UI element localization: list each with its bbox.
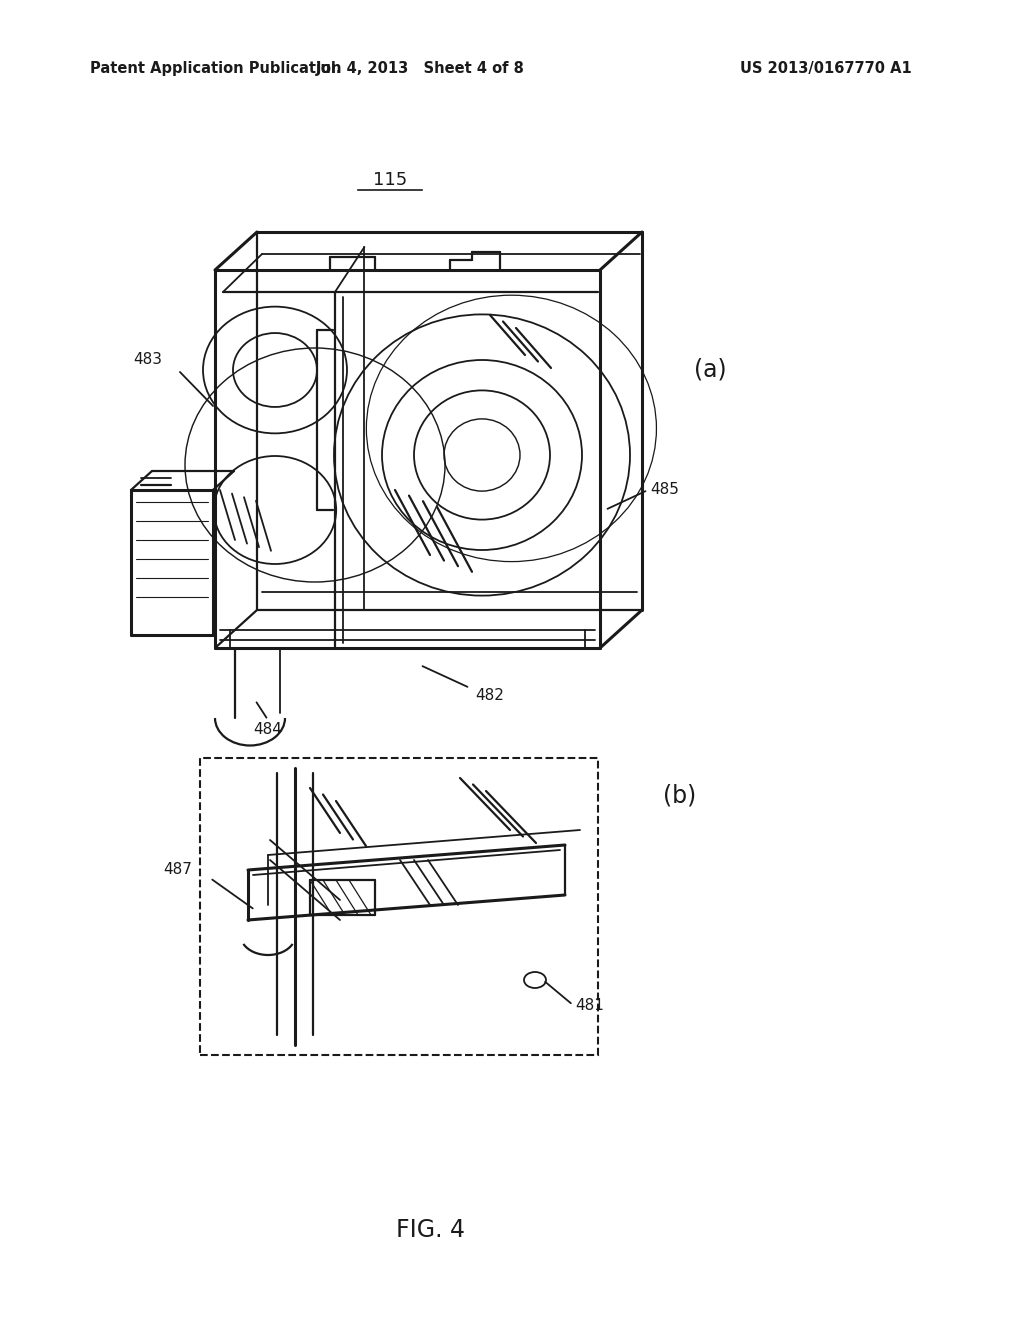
Text: 487: 487 <box>164 862 193 878</box>
Text: 482: 482 <box>475 688 505 702</box>
Text: Jul. 4, 2013   Sheet 4 of 8: Jul. 4, 2013 Sheet 4 of 8 <box>315 61 524 75</box>
Text: Patent Application Publication: Patent Application Publication <box>90 61 341 75</box>
Text: US 2013/0167770 A1: US 2013/0167770 A1 <box>740 61 911 75</box>
Text: (a): (a) <box>693 358 726 381</box>
Text: 481: 481 <box>575 998 604 1012</box>
Text: 484: 484 <box>254 722 283 738</box>
Text: 483: 483 <box>133 352 163 367</box>
Text: 115: 115 <box>373 172 408 189</box>
Text: FIG. 4: FIG. 4 <box>395 1218 465 1242</box>
Text: (b): (b) <box>664 783 696 807</box>
Text: 485: 485 <box>650 483 679 498</box>
Bar <box>200 758 598 1055</box>
